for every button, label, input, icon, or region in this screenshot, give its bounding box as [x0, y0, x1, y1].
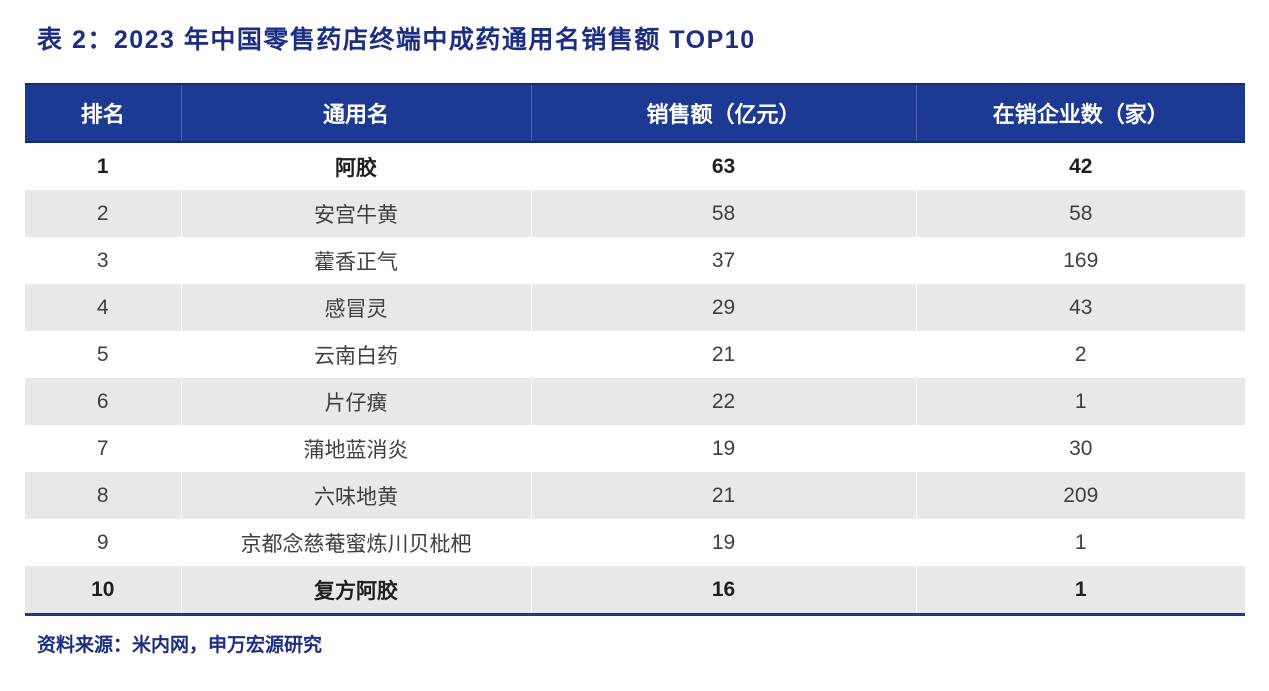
sales-cell: 22 — [530, 378, 916, 425]
name-cell: 感冒灵 — [180, 284, 531, 331]
rank-cell: 3 — [96, 248, 109, 272]
rank-cell: 9 — [96, 530, 109, 554]
rank-cell: 2 — [96, 201, 109, 225]
col-header-company-count: 在销企业数（家） — [915, 83, 1245, 143]
name-cell: 云南白药 — [180, 331, 531, 378]
companies-cell: 1 — [915, 566, 1245, 616]
sales-cell: 58 — [530, 190, 916, 237]
table-title: 表 2：2023 年中国零售药店终端中成药通用名销售额 TOP10 — [37, 26, 756, 54]
table-row: 9 京都念慈菴蜜炼川贝枇杷 19 1 — [25, 519, 1245, 566]
name-cell: 蒲地蓝消炎 — [180, 425, 531, 472]
companies-cell: 42 — [915, 142, 1245, 190]
name-cell: 六味地黄 — [180, 472, 531, 519]
rank-cell: 7 — [96, 436, 109, 460]
rank-cell: 8 — [96, 483, 109, 507]
table-row: 2 安宫牛黄 58 58 — [25, 190, 1245, 237]
name-cell: 片仔癀 — [180, 378, 531, 425]
companies-cell: 2 — [915, 331, 1245, 378]
table-row: 10 复方阿胶 16 1 — [25, 566, 1245, 616]
sales-cell: 37 — [530, 237, 916, 284]
rank-cell: 4 — [96, 295, 109, 319]
table-row: 4 感冒灵 29 43 — [25, 284, 1245, 331]
rank-cell: 6 — [96, 389, 109, 413]
name-cell: 阿胶 — [180, 142, 531, 190]
sales-cell: 19 — [530, 519, 916, 566]
col-header-sales: 销售额（亿元） — [530, 83, 916, 143]
header-row: 排名 通用名 销售额（亿元） 在销企业数（家） — [25, 83, 1245, 143]
source-note: 资料来源：米内网，申万宏源研究 — [37, 635, 323, 656]
companies-cell: 1 — [915, 378, 1245, 425]
sales-cell: 63 — [530, 142, 916, 190]
table-row: 5 云南白药 21 2 — [25, 331, 1245, 378]
companies-cell: 209 — [915, 472, 1245, 519]
rank-cell: 5 — [96, 342, 109, 366]
sales-cell: 21 — [530, 331, 916, 378]
col-header-generic-name: 通用名 — [180, 83, 531, 143]
table-row: 3 藿香正气 37 169 — [25, 237, 1245, 284]
top10-sales-table: 排名 通用名 销售额（亿元） 在销企业数（家） 1 阿胶 63 42 2 安宫牛… — [25, 83, 1245, 616]
companies-cell: 169 — [915, 237, 1245, 284]
companies-cell: 30 — [915, 425, 1245, 472]
companies-cell: 43 — [915, 284, 1245, 331]
name-cell: 复方阿胶 — [180, 566, 531, 616]
sales-cell: 16 — [530, 566, 916, 616]
sales-cell: 21 — [530, 472, 916, 519]
table-row: 6 片仔癀 22 1 — [25, 378, 1245, 425]
sales-cell: 29 — [530, 284, 916, 331]
name-cell: 京都念慈菴蜜炼川贝枇杷 — [180, 519, 531, 566]
companies-cell: 58 — [915, 190, 1245, 237]
col-header-rank: 排名 — [25, 83, 181, 143]
rank-cell: 10 — [25, 566, 181, 616]
name-cell: 藿香正气 — [180, 237, 531, 284]
companies-cell: 1 — [915, 519, 1245, 566]
table-row: 8 六味地黄 21 209 — [25, 472, 1245, 519]
name-cell: 安宫牛黄 — [180, 190, 531, 237]
table-row: 1 阿胶 63 42 — [25, 142, 1245, 190]
table-row: 7 蒲地蓝消炎 19 30 — [25, 425, 1245, 472]
rank-cell: 1 — [96, 154, 109, 178]
sales-cell: 19 — [530, 425, 916, 472]
